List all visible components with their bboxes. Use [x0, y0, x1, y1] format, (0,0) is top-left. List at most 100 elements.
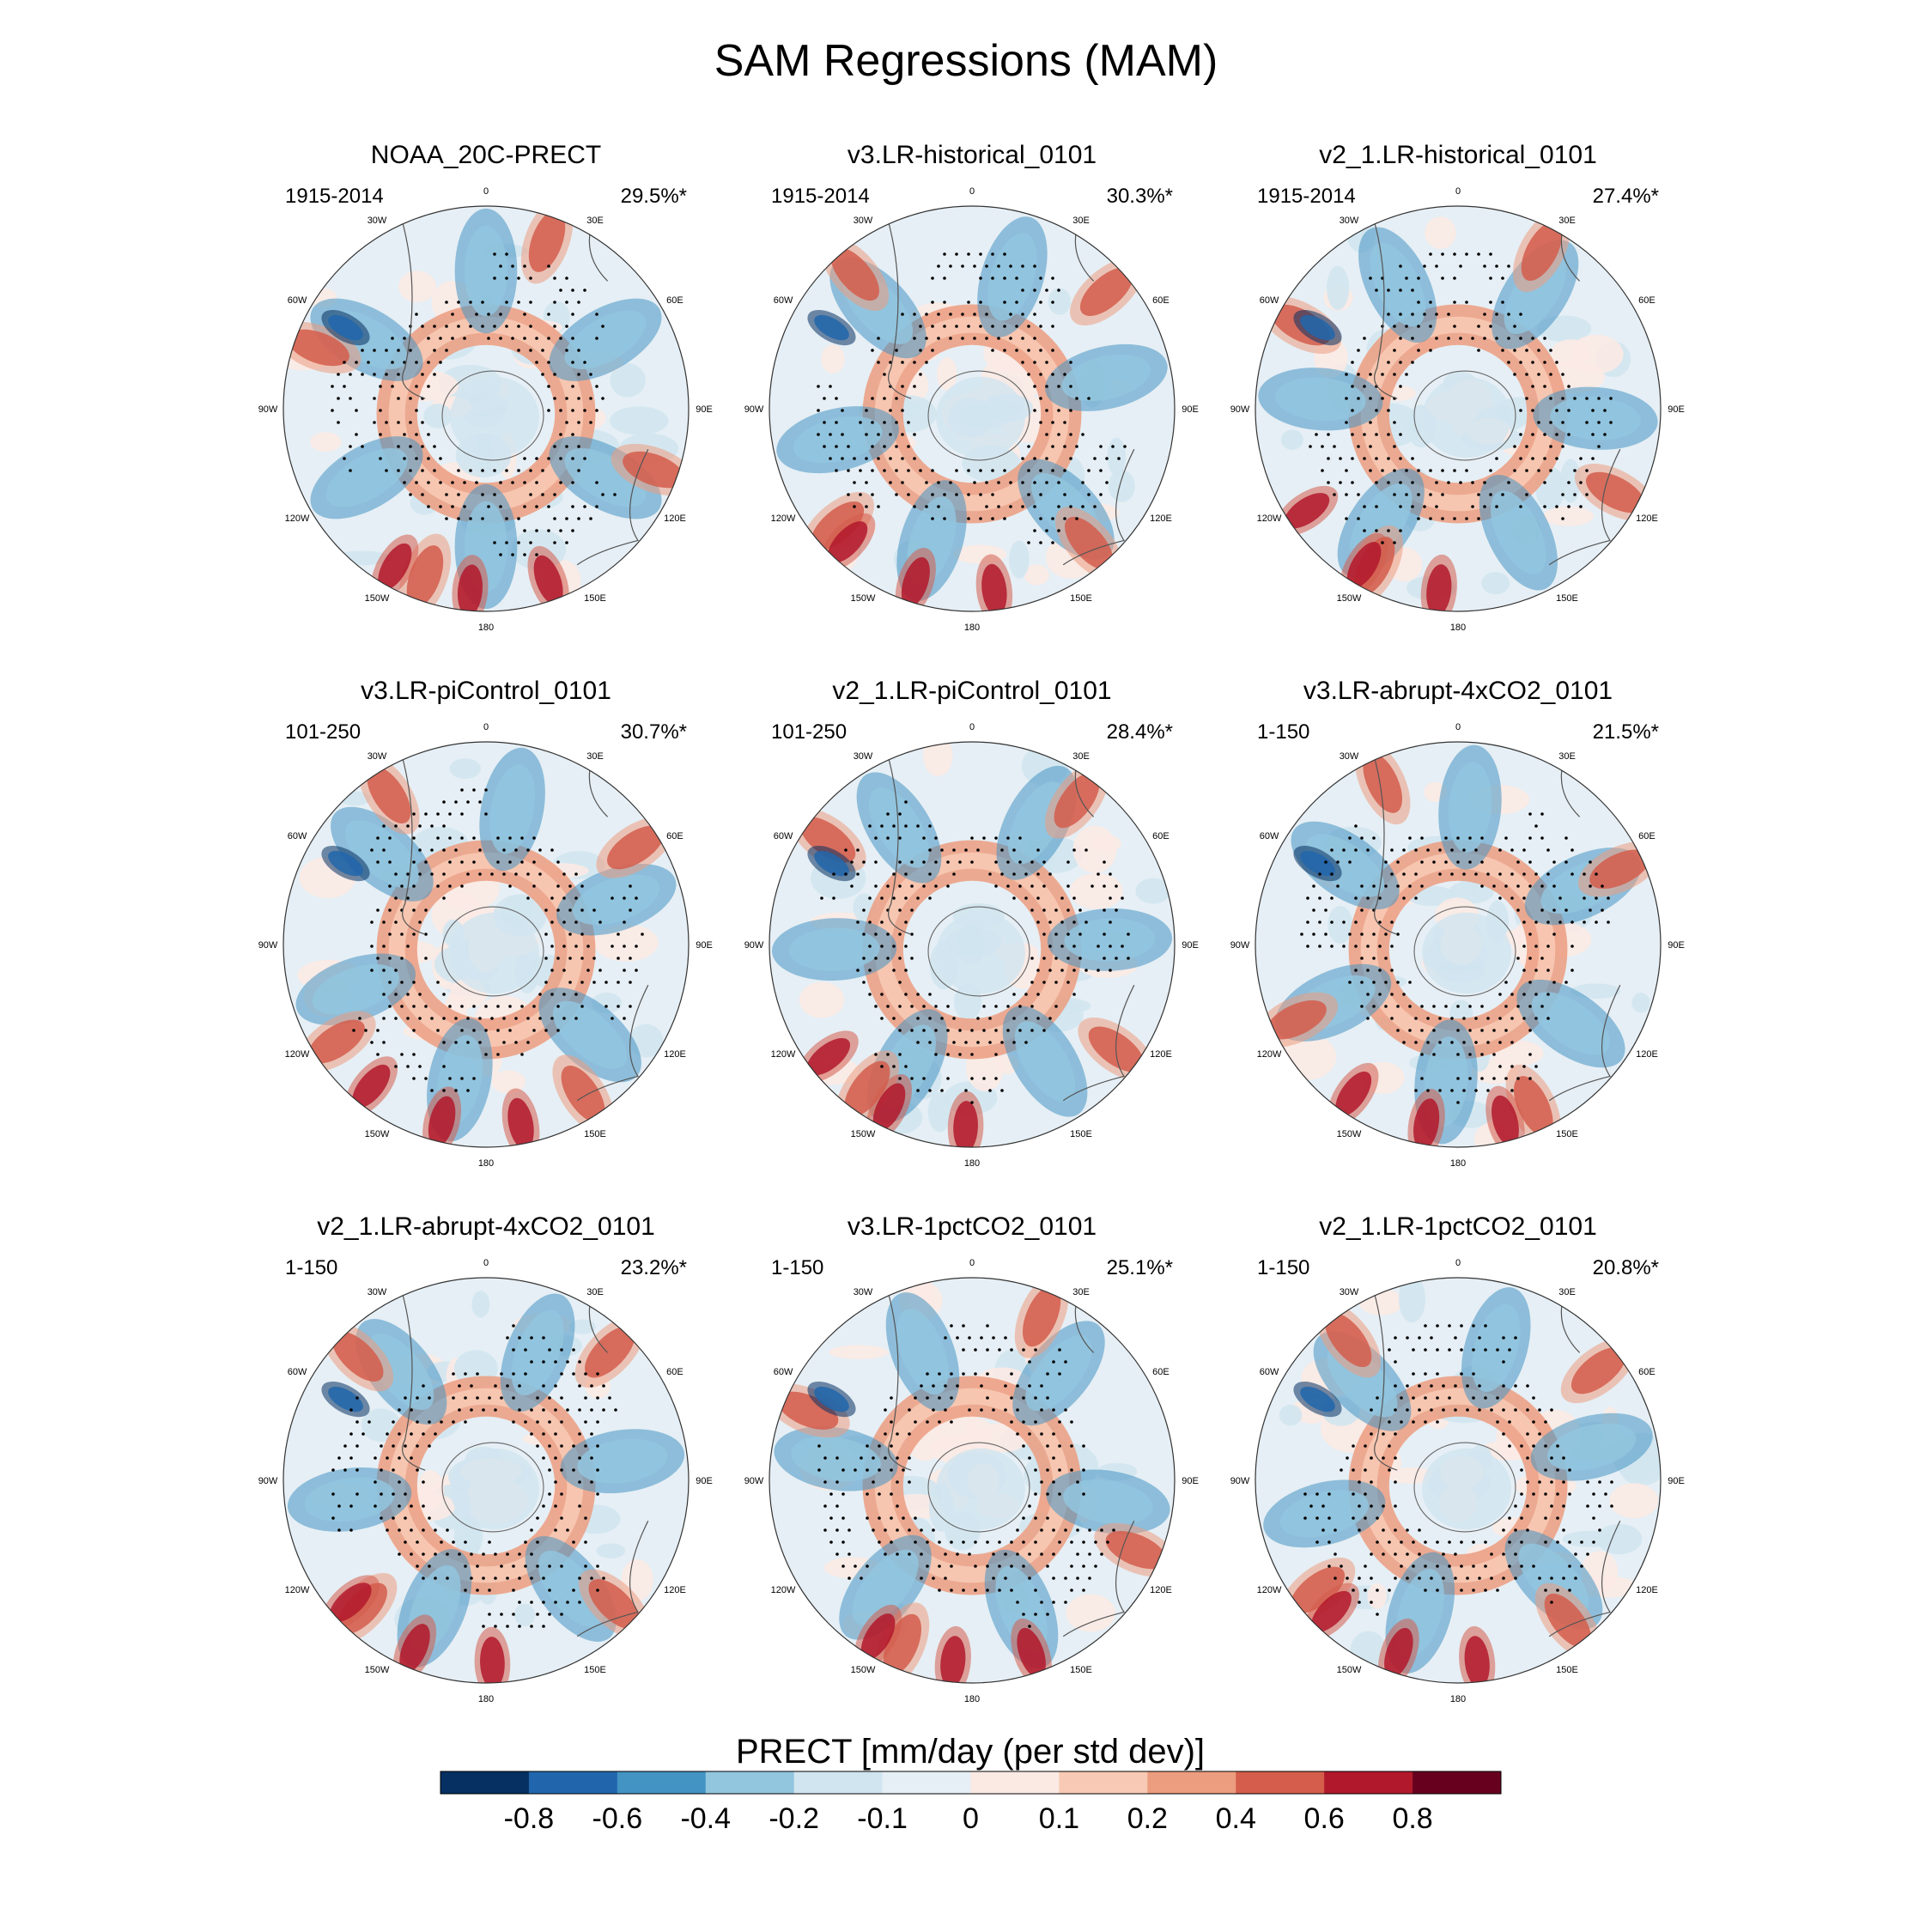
anomaly-patch — [1061, 354, 1151, 402]
coastline-antarctica — [927, 1442, 1030, 1533]
precip-field — [283, 742, 689, 1147]
longitude-label: 180 — [478, 1158, 494, 1169]
colorbar-title: PRECT [mm/day (per std dev)] — [736, 1733, 1205, 1771]
longitude-label: 150W — [365, 1129, 390, 1139]
anomaly-patch — [1327, 906, 1353, 944]
panel-title: v2_1.LR-abrupt-4xCO2_0101 — [317, 1212, 655, 1241]
longitude-label: 120E — [664, 513, 686, 524]
anomaly-patch — [901, 556, 930, 608]
colorbar-swatch — [440, 1771, 530, 1794]
anomaly-patch — [788, 927, 880, 971]
anomaly-patch — [1279, 1404, 1303, 1426]
anomaly-patch — [1585, 471, 1645, 513]
panel-title: v3.LR-abrupt-4xCO2_0101 — [1303, 677, 1613, 705]
precip-field — [1255, 1278, 1661, 1683]
longitude-label: 0 — [1455, 1258, 1461, 1268]
anomaly-patch — [344, 820, 420, 889]
anomaly-patch — [325, 448, 408, 507]
anomaly-patch — [428, 1096, 456, 1147]
longitude-label: 30W — [368, 751, 387, 762]
longitude-label: 150W — [1337, 1665, 1362, 1675]
anomaly-patch — [610, 406, 669, 435]
longitude-label: 150W — [365, 593, 390, 604]
precip-field — [769, 1278, 1175, 1683]
map-border — [1255, 1277, 1662, 1684]
anomaly-patch — [453, 1516, 483, 1558]
significance-stipple — [331, 1324, 617, 1628]
anomaly-patch — [449, 758, 481, 780]
anomaly-patch — [1631, 993, 1650, 1013]
colorbar-tick-label: 0.6 — [1304, 1802, 1345, 1835]
longitude-label: 150E — [1070, 1665, 1092, 1675]
panel-title: NOAA_20C-PRECT — [371, 141, 601, 169]
longitude-label: 0 — [969, 186, 975, 197]
coastline-south-america — [400, 216, 426, 399]
map-border — [283, 205, 690, 612]
panel-variance: 29.5%* — [621, 185, 687, 208]
coastline-south-america — [1372, 751, 1398, 935]
coastline-south-america — [886, 1287, 912, 1471]
anomaly-patch — [1521, 222, 1563, 282]
longitude-label: 30E — [1558, 216, 1576, 226]
anomaly-patch — [513, 1603, 536, 1626]
precip-field — [283, 206, 689, 611]
anomaly-patch — [1596, 1523, 1643, 1555]
longitude-label: 150E — [1556, 1129, 1578, 1139]
coastline-antarctica — [1413, 906, 1516, 997]
anomaly-patch — [507, 1097, 534, 1147]
longitude-label: 60E — [1638, 295, 1656, 306]
significance-stipple — [352, 788, 644, 1092]
anomaly-patch — [471, 1291, 490, 1318]
anomaly-patch — [307, 1019, 365, 1064]
longitude-label: 180 — [1450, 1158, 1466, 1169]
anomaly-patch — [1069, 872, 1123, 909]
longitude-label: 120E — [1150, 1585, 1172, 1595]
map-border — [1255, 741, 1662, 1148]
anomaly-patch — [1589, 849, 1650, 890]
longitude-label: 90E — [696, 404, 713, 415]
panel-period: 1-150 — [771, 1256, 823, 1279]
panel-variance: 27.4%* — [1593, 185, 1659, 208]
anomaly-patch — [552, 1000, 628, 1069]
anomaly-patch — [312, 963, 399, 1015]
antarctica-region — [450, 376, 539, 459]
anomaly-patch — [1023, 1285, 1061, 1347]
longitude-label: 30E — [1072, 751, 1090, 762]
significance-stipple — [817, 1324, 1115, 1628]
panel-title: v3.LR-historical_0101 — [848, 141, 1097, 169]
anomaly-patch — [1448, 762, 1492, 853]
colorbar-swatch — [1147, 1771, 1236, 1794]
anomaly-patch — [1300, 850, 1335, 877]
longitude-label: 30E — [586, 751, 604, 762]
precip-field — [1255, 206, 1661, 611]
longitude-label: 90E — [1182, 404, 1199, 415]
antarctica-region — [1422, 376, 1511, 459]
colorbar: PRECT [mm/day (per std dev)] -0.8 -0.6 -0.… — [440, 1733, 1502, 1835]
map-panel: v2_1.LR-abrupt-4xCO2_0101 1-150 23.2%* 0 30E… — [258, 1212, 713, 1704]
anomaly-patch — [1413, 1098, 1440, 1147]
coastline-south-america — [400, 751, 426, 935]
anomaly-patch — [1105, 1531, 1167, 1570]
longitude-label: 180 — [964, 1158, 980, 1169]
longitude-label: 30W — [854, 216, 873, 226]
anomaly-patch — [777, 1391, 839, 1430]
coastline-antarctica — [927, 370, 1030, 461]
coastline-australia — [1062, 448, 1135, 566]
longitude-label: 90E — [1182, 940, 1199, 951]
anomaly-patch — [1492, 1095, 1519, 1146]
anomaly-patch — [561, 1066, 605, 1123]
colorbar-tick-label: -0.1 — [857, 1802, 908, 1835]
longitude-label: 150E — [1070, 593, 1092, 604]
longitude-label: 120E — [1150, 1049, 1172, 1060]
longitude-label: 0 — [1455, 722, 1461, 732]
anomaly-patch — [793, 416, 883, 464]
anomaly-patch — [799, 981, 845, 1018]
anomaly-patch — [480, 1637, 505, 1683]
colorbar-frame — [440, 1771, 1502, 1795]
longitude-label: 60E — [666, 1367, 683, 1377]
anomaly-patch — [1107, 437, 1127, 476]
anomaly-patch — [577, 1438, 668, 1484]
longitude-label: 150W — [851, 593, 876, 604]
longitude-label: 30E — [586, 1287, 604, 1297]
